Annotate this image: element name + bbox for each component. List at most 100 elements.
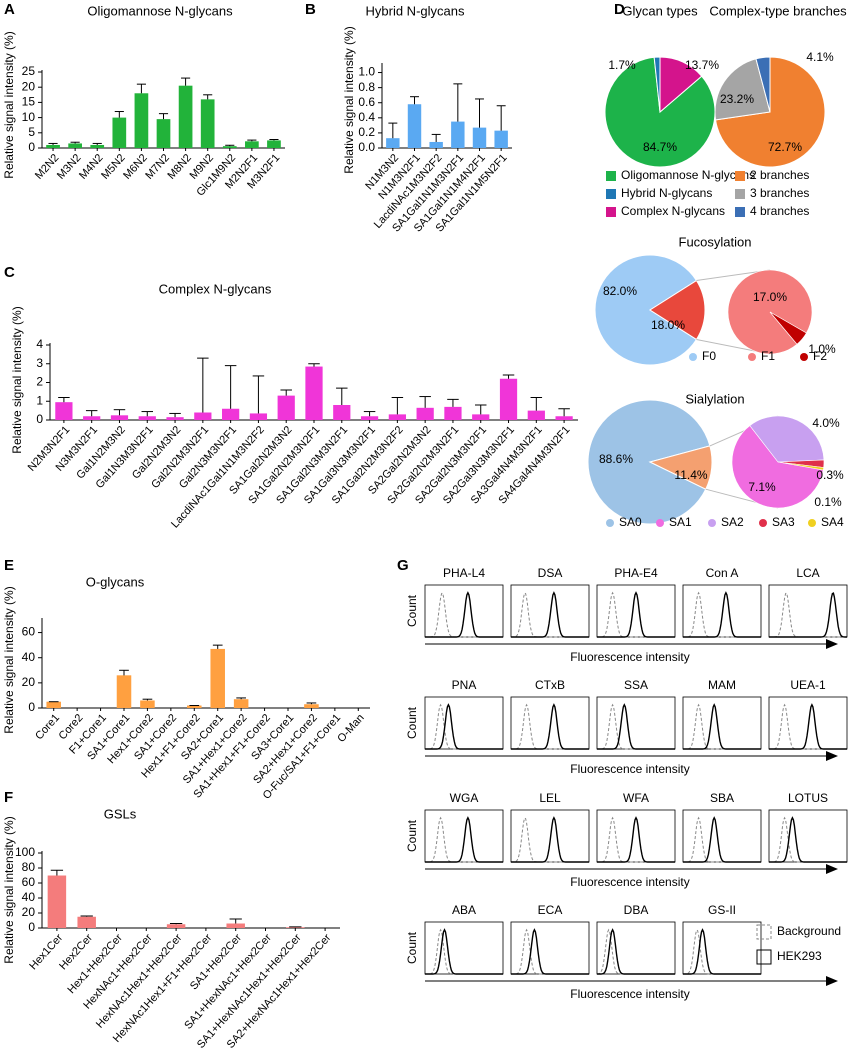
pie-slice — [714, 58, 771, 121]
bar — [416, 407, 434, 420]
bar — [494, 130, 508, 148]
y-axis-label: Relative signal intensity (%) — [2, 31, 16, 178]
panel-letter: G — [397, 557, 409, 574]
histogram-title: WFA — [623, 791, 649, 805]
bar — [194, 412, 212, 420]
arrow-head — [826, 751, 838, 761]
bar — [472, 127, 487, 148]
y-axis-label: Count — [405, 931, 419, 964]
bar — [112, 117, 127, 148]
histogram-box — [596, 696, 676, 750]
histogram-curve — [511, 928, 589, 975]
y-tick-label: 80 — [22, 860, 36, 874]
y-tick-label: 1 — [36, 393, 43, 407]
bar — [134, 93, 149, 148]
y-tick-label: 100 — [15, 845, 35, 859]
histogram-title: GS-II — [708, 903, 736, 917]
panel-letter: C — [4, 264, 15, 281]
x-tick-label: Core1 — [33, 712, 62, 742]
y-tick-label: 0 — [28, 920, 35, 934]
bar — [245, 141, 259, 148]
y-tick-label: 4 — [36, 337, 43, 351]
chart-title: GSLs — [104, 806, 137, 821]
histogram-curve — [597, 816, 675, 863]
histogram-curve — [597, 703, 675, 750]
legend-label: 4 branches — [750, 204, 809, 218]
slice-label: 4.1% — [806, 50, 834, 64]
legend-swatch — [800, 353, 808, 361]
histogram-title: UEA-1 — [790, 678, 826, 692]
histogram-title: DSA — [538, 566, 563, 580]
bar — [140, 700, 155, 708]
bar — [187, 705, 202, 708]
legend-label: SA0 — [619, 515, 642, 529]
bar — [46, 144, 60, 148]
histogram-curve — [597, 928, 675, 975]
histogram-title: Con A — [706, 566, 739, 580]
slice-label: 1.7% — [608, 58, 636, 72]
slice-label: 88.6% — [599, 452, 633, 466]
legend-swatch — [606, 189, 616, 199]
x-axis-label: Fluorescence intensity — [570, 762, 689, 776]
histogram-curve — [425, 703, 503, 750]
histogram-curve — [683, 591, 761, 638]
bar — [178, 85, 193, 148]
bar — [222, 146, 237, 148]
x-axis-label: Fluorescence intensity — [570, 987, 689, 1001]
x-tick-label: O-Man — [335, 712, 366, 745]
histogram-title: PNA — [452, 678, 477, 692]
x-tick-label: M7N2 — [143, 152, 172, 182]
panel-letter: B — [305, 1, 316, 18]
histogram-curve — [597, 591, 675, 638]
slice-label: 1.0% — [808, 342, 836, 356]
sub-pie-slice — [731, 425, 824, 509]
legend-label: Background — [777, 924, 841, 938]
bar — [210, 648, 225, 708]
histogram-curve — [425, 928, 503, 975]
histogram-curve — [597, 703, 675, 750]
histogram-box — [424, 696, 504, 750]
bar — [55, 402, 73, 420]
arrow-head — [826, 864, 838, 874]
legend-label: F1 — [761, 349, 775, 363]
bar — [110, 415, 129, 420]
legend-label: SA4 — [821, 515, 844, 529]
x-tick-label: M5N2 — [99, 152, 128, 182]
legend-swatch — [689, 353, 697, 361]
legend-swatch — [606, 207, 616, 217]
x-tick-label: M3N2 — [55, 152, 84, 182]
histogram-curve — [683, 816, 761, 863]
bar — [249, 413, 268, 420]
slice-label: 84.7% — [643, 140, 677, 154]
y-axis-label: Relative signal intensity (%) — [2, 816, 16, 963]
histogram-curve — [683, 928, 761, 975]
y-tick-label: 10 — [22, 110, 36, 124]
y-tick-label: 40 — [22, 650, 36, 664]
y-axis-label: Relative signal intensity (%) — [2, 586, 16, 733]
legend-label: Oligomannose N-glycans — [621, 168, 755, 182]
bar — [388, 414, 406, 420]
bar — [429, 141, 443, 148]
bar — [68, 143, 82, 148]
histogram-title: LEL — [539, 791, 561, 805]
histogram-title: CTxB — [535, 678, 565, 692]
bar — [451, 121, 465, 148]
x-axis-label: Fluorescence intensity — [570, 650, 689, 664]
y-axis-label: Relative signal intensity (%) — [10, 306, 24, 453]
sub-pie-slice — [777, 461, 825, 471]
pie-slice — [594, 254, 698, 366]
bar — [555, 416, 573, 420]
histogram-title: LCA — [796, 566, 819, 580]
histogram-curve — [769, 816, 847, 863]
legend-label: F2 — [813, 349, 827, 363]
bar — [138, 416, 156, 420]
histogram-title: SBA — [710, 791, 734, 805]
arrow-head — [826, 639, 838, 649]
legend-swatch — [756, 924, 772, 940]
histogram-curve — [769, 816, 847, 863]
legend-label: 3 branches — [750, 186, 809, 200]
histogram-curve — [511, 591, 589, 638]
histogram-curve — [425, 928, 503, 975]
